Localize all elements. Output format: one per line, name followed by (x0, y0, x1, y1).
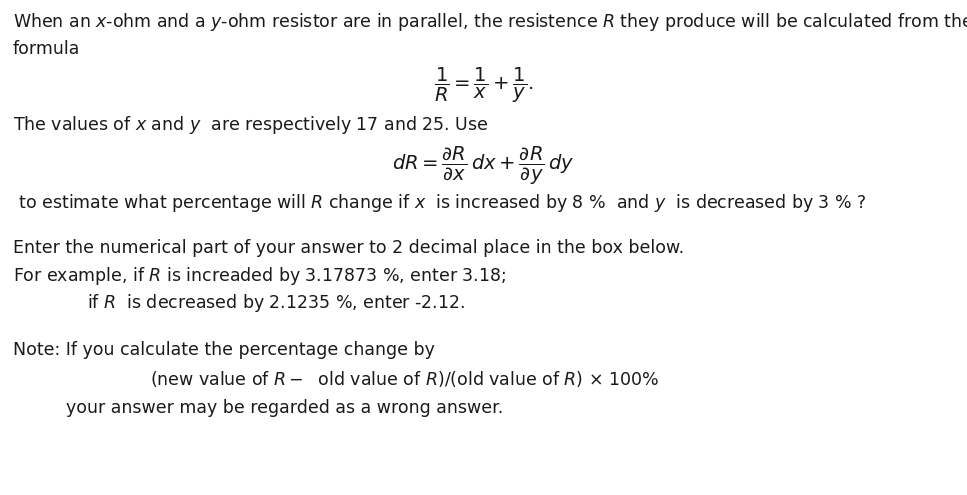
Text: When an $x$-ohm and a $y$-ohm resistor are in parallel, the resistence $R$ they : When an $x$-ohm and a $y$-ohm resistor a… (13, 11, 967, 33)
Text: The values of $x$ and $y$  are respectively 17 and 25. Use: The values of $x$ and $y$ are respective… (13, 114, 488, 136)
Text: your answer may be regarded as a wrong answer.: your answer may be regarded as a wrong a… (66, 399, 503, 417)
Text: formula: formula (13, 41, 80, 58)
Text: Note: If you calculate the percentage change by: Note: If you calculate the percentage ch… (13, 341, 434, 359)
Text: (new value of $R-$  old value of $R$)/(old value of $R$) $\times$ 100%: (new value of $R-$ old value of $R$)/(ol… (150, 369, 659, 389)
Text: if $R$  is decreased by 2.1235 %, enter -2.12.: if $R$ is decreased by 2.1235 %, enter -… (87, 292, 465, 314)
Text: Enter the numerical part of your answer to 2 decimal place in the box below.: Enter the numerical part of your answer … (13, 240, 684, 257)
Text: to estimate what percentage will $R$ change if $x$  is increased by 8 %  and $y$: to estimate what percentage will $R$ cha… (13, 192, 866, 214)
Text: $dR = \dfrac{\partial R}{\partial x}\, dx + \dfrac{\partial R}{\partial y}\, dy$: $dR = \dfrac{\partial R}{\partial x}\, d… (393, 145, 574, 187)
Text: $\dfrac{1}{R} = \dfrac{1}{x} + \dfrac{1}{y}.$: $\dfrac{1}{R} = \dfrac{1}{x} + \dfrac{1}… (433, 66, 534, 104)
Text: For example, if $R$ is increaded by 3.17873 %, enter 3.18;: For example, if $R$ is increaded by 3.17… (13, 265, 506, 287)
